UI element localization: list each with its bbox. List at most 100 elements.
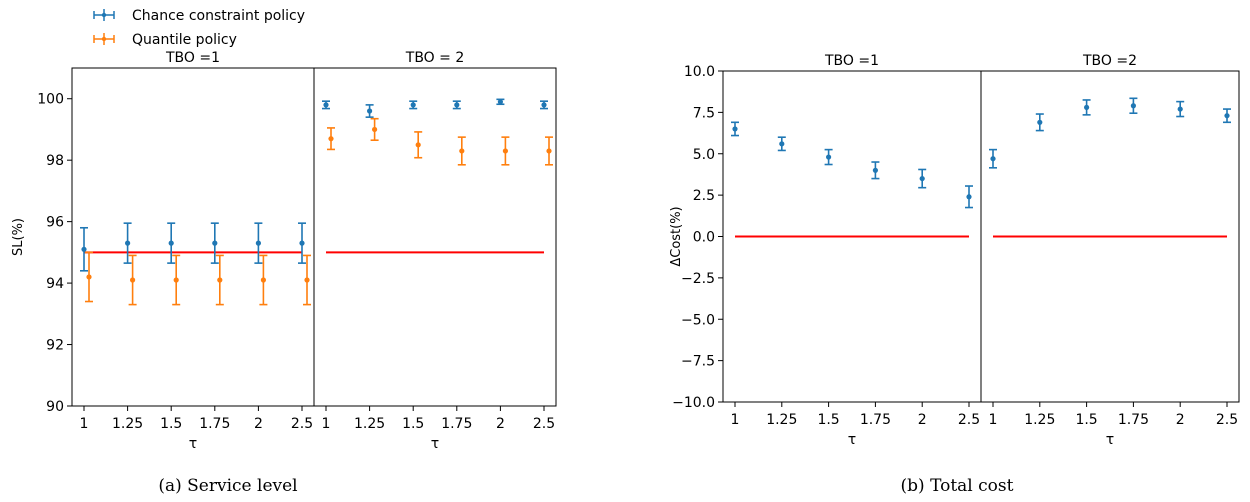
data-point	[372, 126, 378, 133]
data-point	[1177, 106, 1183, 112]
x-tick-label: 1	[989, 412, 998, 428]
y-tick-label: 10.0	[684, 64, 715, 80]
data-point	[212, 240, 218, 246]
x-tick-label: 1.5	[160, 416, 182, 432]
panel-title: TBO =2	[1082, 53, 1137, 69]
caption-service-level: (a) Service level	[158, 476, 297, 496]
x-axis-label: τ	[189, 436, 197, 452]
x-tick-label: 1	[322, 416, 331, 432]
data-point	[826, 154, 832, 160]
x-tick-label: 1.25	[354, 416, 385, 432]
x-axis-label: τ	[848, 432, 856, 448]
x-tick-label: 2	[918, 412, 927, 428]
data-point	[217, 277, 223, 283]
x-tick-label: 1.75	[1118, 412, 1149, 428]
x-tick-label: 2	[1176, 412, 1185, 428]
x-axis-label: τ	[431, 436, 439, 452]
legend-label-chance: Chance constraint policy	[132, 8, 305, 24]
data-point	[990, 156, 996, 162]
x-tick-label: 2.5	[958, 412, 980, 428]
y-tick-label: −10.0	[672, 395, 715, 411]
x-tick-label: 1.75	[199, 416, 230, 432]
panel-title: TBO =1	[824, 53, 879, 69]
y-tick-label: −7.5	[681, 354, 715, 370]
data-point	[919, 175, 925, 182]
data-point	[81, 246, 87, 252]
charts: 90 92 94 96 98 100 SL(%) TBO =1 1 1.25 1.5 1.75 2 2.5…	[11, 50, 1240, 452]
x-tick-label: 1.5	[402, 416, 424, 432]
x-tick-label: 1.25	[112, 416, 143, 432]
data-point	[732, 126, 738, 132]
x-tick-label: 1.25	[1024, 412, 1055, 428]
panel-frame	[71, 67, 315, 407]
data-point	[328, 136, 334, 142]
data-point	[872, 167, 879, 173]
data-point	[497, 99, 503, 105]
data-point	[454, 102, 460, 108]
panel-frame	[980, 70, 1240, 403]
data-point	[260, 277, 266, 283]
x-tick-label: 1	[80, 416, 89, 432]
y-tick-label: 94	[46, 276, 64, 292]
caption-total-cost: (b) Total cost	[901, 476, 1014, 496]
x-axis-label: τ	[1106, 432, 1114, 448]
x-tick-label: 1.75	[441, 416, 472, 432]
data-point	[779, 141, 785, 147]
y-tick-label: −2.5	[681, 271, 715, 287]
y-tick-label: 96	[46, 215, 64, 231]
data-point	[304, 277, 310, 283]
panel-title: TBO =1	[165, 50, 220, 66]
data-point	[1224, 113, 1230, 119]
data-point	[415, 142, 421, 148]
y-tick-label: −5.0	[681, 312, 715, 328]
panel-1: TBO =1 1 1.25 1.5 1.75 2 2.5 τ	[71, 50, 315, 452]
x-tick-label: 1	[731, 412, 740, 428]
x-tick-label: 2	[496, 416, 505, 432]
data-point	[410, 102, 416, 108]
x-tick-label: 2.5	[533, 416, 555, 432]
y-axis-label: SL(%)	[11, 218, 26, 256]
y-tick-label: 92	[46, 338, 64, 354]
panel-2: TBO = 2 1 1.25 1.5 1.75 2 2.5 τ	[313, 50, 557, 452]
data-point	[255, 240, 261, 246]
x-tick-label: 2.5	[291, 416, 313, 432]
x-tick-label: 1.5	[1075, 412, 1097, 428]
y-tick-label: 2.5	[693, 188, 715, 204]
data-point	[966, 194, 972, 200]
chart-total-cost: −10.0 −7.5 −5.0 −2.5 0.0 2.5 5.0 7.5 10.0 ΔCost(%…	[669, 53, 1240, 448]
data-point	[541, 102, 547, 108]
data-point	[459, 148, 465, 154]
chart-service-level: 90 92 94 96 98 100 SL(%) TBO =1 1 1.25 1.5 1.75 2 2.5…	[11, 50, 557, 452]
legend-marker-quantile	[93, 33, 115, 45]
x-tick-label: 2	[254, 416, 263, 432]
data-point	[299, 240, 305, 246]
x-tick-label: 2.5	[1216, 412, 1238, 428]
x-tick-label: 1.75	[860, 412, 891, 428]
x-tick-label: 1.5	[817, 412, 839, 428]
x-tick-label: 1.25	[766, 412, 797, 428]
data-point	[1037, 119, 1043, 125]
legend-label-quantile: Quantile policy	[132, 32, 237, 48]
panel-2: TBO =2 1 1.25 1.5 1.75 2 2.5 τ	[980, 53, 1240, 448]
legend: Chance constraint policy Quantile policy	[93, 8, 305, 48]
data-point	[173, 277, 179, 283]
data-point	[86, 274, 92, 280]
y-tick-label: 5.0	[693, 147, 715, 163]
data-point	[125, 240, 131, 246]
y-tick-label: 0.0	[693, 230, 715, 246]
data-point	[1130, 103, 1136, 109]
legend-marker-chance	[93, 9, 115, 21]
y-tick-label: 90	[46, 399, 64, 415]
panel-title: TBO = 2	[405, 50, 464, 66]
panel-frame	[313, 67, 557, 407]
y-tick-label: 7.5	[693, 105, 715, 121]
panel-1: TBO =1 1 1.25 1.5 1.75 2 2.5 τ	[722, 53, 982, 448]
data-point	[130, 277, 136, 283]
y-tick-label: 98	[46, 153, 64, 169]
y-tick-label: 100	[37, 92, 64, 108]
data-point	[323, 102, 329, 108]
data-point	[367, 108, 373, 114]
data-point	[502, 148, 508, 154]
data-point	[168, 240, 174, 246]
